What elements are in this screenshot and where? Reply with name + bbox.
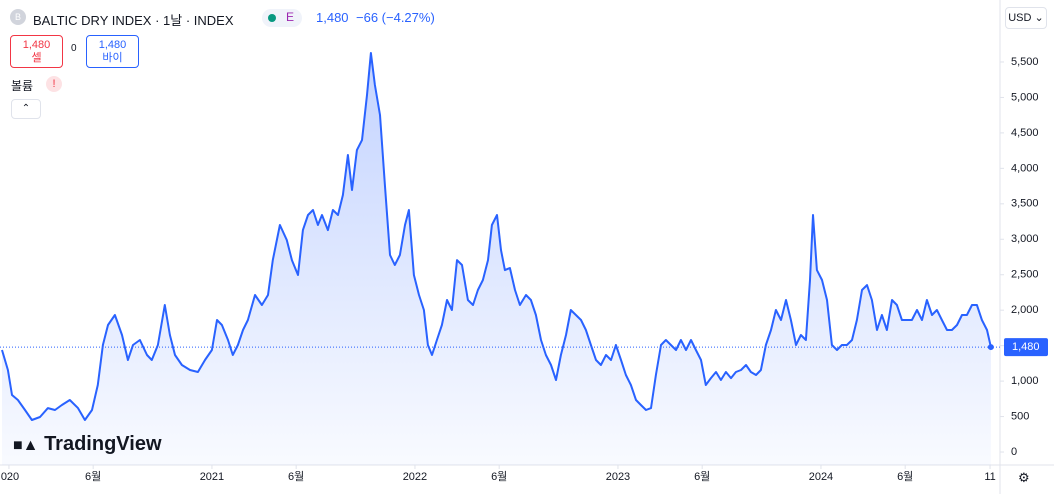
x-tick-label: 2021 [200,471,224,483]
area-fill [2,53,991,465]
y-tick-label: 1,000 [1011,375,1039,387]
y-tick-label: 4,000 [1011,162,1039,174]
y-tick-label: 500 [1011,410,1029,422]
x-tick-label: 2024 [809,471,833,483]
x-tick-label: 6월 [288,470,304,483]
y-tick-label: 2,500 [1011,269,1039,281]
settings-icon[interactable]: ⚙ [1018,470,1030,485]
exchange-badge: E [286,10,295,24]
price-change: −66 (−4.27%) [356,10,435,25]
price-line [1,52,992,421]
symbol-icon: B [10,9,26,25]
symbol-title[interactable]: BALTIC DRY INDEX · 1날 · INDEX [33,13,234,28]
buy-label: 바이 [102,52,123,64]
currency-label: USD [1008,12,1032,24]
collapse-button[interactable]: ⌃ [11,99,41,119]
x-tick-label: 6월 [491,470,507,483]
currency-select[interactable]: USD ⌄ [1005,7,1047,29]
y-tick-label: 2,000 [1011,304,1039,316]
buy-price: 1,480 [98,39,127,51]
status-pill: E [262,9,302,27]
volume-label: 볼륨 [11,79,34,93]
last-price: 1,480 [316,10,349,25]
x-tick-label: 020 [1,471,19,483]
logo-text: TradingView [44,433,162,455]
y-tick-label: 5,000 [1011,91,1039,103]
y-tick-label: 3,000 [1011,233,1039,245]
last-price-badge [1004,338,1048,357]
y-tick-label: 0 [1011,446,1017,458]
y-tick-label: 3,500 [1011,198,1039,210]
logo: ■▲ TradingView [13,433,162,455]
warning-icon[interactable]: ! [46,76,62,92]
x-tick-label: 6월 [897,470,913,483]
y-tick-label: 5,500 [1011,56,1039,68]
x-tick-label: 11 [984,471,995,483]
last-point [987,344,994,351]
x-tick-label: 2022 [403,471,427,483]
x-tick-label: 6월 [694,470,710,483]
x-tick-label: 6월 [85,470,101,483]
sell-price: 1,480 [22,39,51,51]
sell-label: 셀 [31,52,42,64]
sell-button[interactable]: 1,480 셀 [10,35,63,68]
spread: 0 [71,43,77,54]
last-price-badge-label: 1,480 [1012,341,1040,353]
y-tick-label: 4,500 [1011,127,1039,139]
buy-button[interactable]: 1,480 바이 [86,35,139,68]
x-tick-label: 2023 [606,471,630,483]
